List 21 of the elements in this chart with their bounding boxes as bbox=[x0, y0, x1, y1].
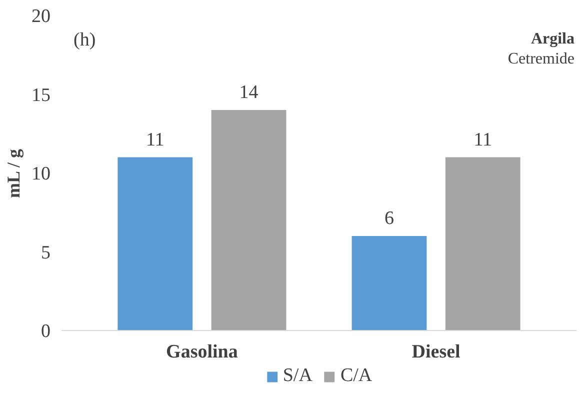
y-tick-label: 0 bbox=[41, 321, 50, 342]
x-tick-label: Gasolina bbox=[166, 342, 238, 362]
bar bbox=[211, 110, 286, 330]
data-label: 11 bbox=[474, 129, 492, 150]
y-tick-label: 15 bbox=[32, 84, 50, 106]
y-tick-label: 5 bbox=[41, 242, 50, 264]
data-label: 11 bbox=[146, 129, 164, 150]
legend-label: S/A bbox=[282, 365, 312, 387]
bar bbox=[352, 236, 427, 330]
data-label: 6 bbox=[384, 208, 394, 229]
legend-label: C/A bbox=[340, 365, 372, 387]
annotation: Argila bbox=[530, 30, 574, 48]
bar bbox=[445, 157, 520, 330]
y-tick-label: 10 bbox=[32, 164, 50, 184]
annotation: Cetremide bbox=[508, 50, 574, 68]
x-tick-label: Diesel bbox=[412, 342, 460, 362]
bar bbox=[118, 157, 193, 330]
y-axis-title: mL / g bbox=[4, 148, 24, 198]
y-tick-label: 20 bbox=[32, 6, 50, 27]
data-label: 14 bbox=[239, 82, 259, 103]
annotation: (h) bbox=[74, 30, 96, 50]
